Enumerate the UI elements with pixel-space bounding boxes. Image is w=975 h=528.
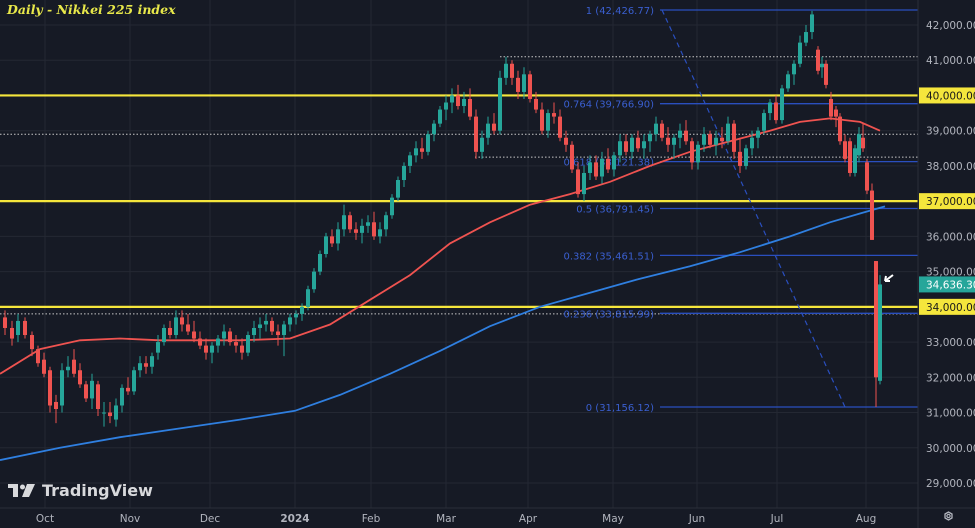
svg-text:39,000.00: 39,000.00: [926, 126, 975, 138]
svg-text:33,000.00: 33,000.00: [926, 337, 975, 349]
tradingview-logo-icon: [8, 483, 35, 497]
svg-text:Jun: Jun: [688, 513, 705, 525]
svg-text:40,000.00: 40,000.00: [926, 90, 975, 102]
svg-text:42,000.00: 42,000.00: [926, 20, 975, 32]
svg-text:Oct: Oct: [36, 513, 54, 525]
svg-text:Aug: Aug: [856, 513, 877, 525]
tradingview-logo-text: TradingView: [42, 481, 153, 500]
svg-text:0 (31,156.12): 0 (31,156.12): [586, 403, 654, 414]
svg-text:31,000.00: 31,000.00: [926, 408, 975, 420]
svg-text:0.236 (33,815.99): 0.236 (33,815.99): [563, 309, 654, 320]
candles: [3, 10, 882, 427]
svg-text:29,000.00: 29,000.00: [926, 478, 975, 490]
svg-text:0.764 (39,766.90): 0.764 (39,766.90): [563, 100, 654, 111]
svg-text:Nov: Nov: [120, 513, 141, 525]
svg-text:1 (42,426.77): 1 (42,426.77): [586, 6, 654, 17]
svg-text:Mar: Mar: [436, 513, 456, 525]
moving-averages: [0, 117, 886, 461]
svg-text:0.5 (36,791.45): 0.5 (36,791.45): [576, 204, 654, 215]
svg-text:Apr: Apr: [519, 513, 538, 525]
svg-text:Feb: Feb: [362, 513, 381, 525]
svg-text:May: May: [602, 513, 624, 525]
svg-text:34,636.30: 34,636.30: [926, 279, 975, 291]
svg-text:38,000.00: 38,000.00: [926, 161, 975, 173]
svg-text:30,000.00: 30,000.00: [926, 443, 975, 455]
chart-title: Daily - Nikkei 225 index: [7, 2, 176, 17]
svg-text:0.382 (35,461.51): 0.382 (35,461.51): [563, 251, 654, 262]
svg-text:37,000.00: 37,000.00: [926, 196, 975, 208]
svg-text:36,000.00: 36,000.00: [926, 231, 975, 243]
svg-text:34,000.00: 34,000.00: [926, 302, 975, 314]
tradingview-logo[interactable]: TradingView: [8, 481, 153, 500]
svg-text:41,000.00: 41,000.00: [926, 55, 975, 67]
settings-gear-icon[interactable]: [944, 511, 953, 521]
svg-text:Dec: Dec: [200, 513, 221, 525]
svg-text:35,000.00: 35,000.00: [926, 267, 975, 279]
annotation-arrow-icon: [884, 274, 894, 282]
svg-text:Jul: Jul: [770, 513, 784, 525]
svg-text:2024: 2024: [280, 513, 309, 525]
time-axis[interactable]: Oct Nov Dec 2024 Feb Mar Apr May Jun Jul Aug: [36, 513, 876, 525]
svg-text:32,000.00: 32,000.00: [926, 372, 975, 384]
